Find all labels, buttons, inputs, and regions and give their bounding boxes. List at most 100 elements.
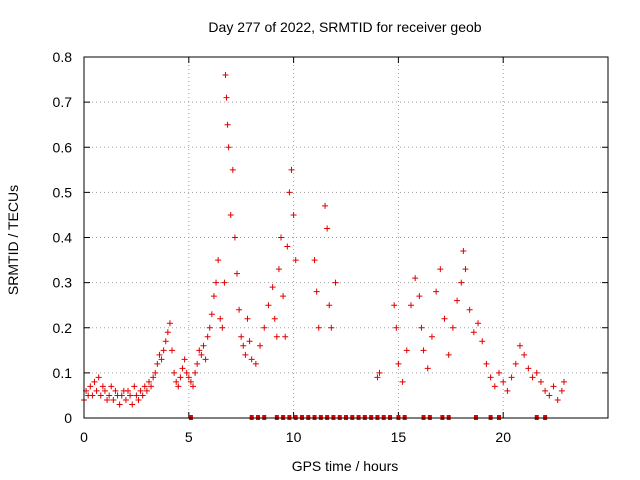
data-point bbox=[395, 360, 402, 367]
data-point bbox=[391, 302, 398, 309]
data-point bbox=[257, 342, 264, 349]
data-point bbox=[122, 396, 129, 403]
data-point bbox=[269, 284, 276, 291]
data-point bbox=[171, 369, 178, 376]
x-tick-label: 20 bbox=[495, 429, 511, 445]
data-point bbox=[265, 302, 272, 309]
data-point bbox=[116, 401, 123, 408]
data-point bbox=[441, 315, 448, 322]
data-point bbox=[99, 383, 106, 390]
x-axis-label: GPS time / hours bbox=[292, 458, 399, 474]
data-point bbox=[198, 351, 205, 358]
data-point bbox=[282, 333, 289, 340]
data-point bbox=[407, 302, 414, 309]
data-point bbox=[187, 378, 194, 385]
data-point bbox=[129, 401, 136, 408]
data-point bbox=[284, 243, 291, 250]
data-point bbox=[326, 302, 333, 309]
data-point bbox=[192, 369, 199, 376]
data-point bbox=[106, 392, 113, 399]
data-point bbox=[558, 387, 565, 394]
data-point bbox=[550, 383, 557, 390]
data-point bbox=[416, 293, 423, 300]
data-point bbox=[158, 356, 165, 363]
data-point bbox=[433, 288, 440, 295]
data-point bbox=[525, 365, 532, 372]
data-point bbox=[210, 293, 217, 300]
data-point bbox=[143, 387, 150, 394]
data-point bbox=[288, 166, 295, 173]
data-point bbox=[200, 342, 207, 349]
data-point bbox=[227, 211, 234, 218]
data-point bbox=[238, 333, 245, 340]
y-tick-label: 0.7 bbox=[53, 94, 73, 110]
data-point bbox=[324, 225, 331, 232]
data-point bbox=[428, 333, 435, 340]
data-point bbox=[252, 360, 259, 367]
y-tick-label: 0.6 bbox=[53, 139, 73, 155]
data-point bbox=[236, 306, 243, 313]
data-point bbox=[104, 396, 111, 403]
data-point bbox=[223, 94, 230, 101]
y-tick-labels: 0 0.1 0.2 0.3 0.4 0.5 0.6 0.7 0.8 bbox=[53, 49, 73, 426]
data-point bbox=[542, 387, 549, 394]
data-point bbox=[280, 293, 287, 300]
data-point bbox=[240, 342, 247, 349]
data-point bbox=[491, 383, 498, 390]
data-point bbox=[196, 347, 203, 354]
data-point bbox=[225, 144, 232, 151]
data-point bbox=[162, 338, 169, 345]
data-point bbox=[449, 324, 456, 331]
x-tick-label: 15 bbox=[391, 429, 407, 445]
data-point bbox=[91, 378, 98, 385]
data-point bbox=[185, 374, 192, 381]
data-point bbox=[229, 166, 236, 173]
data-point bbox=[500, 378, 507, 385]
data-point bbox=[332, 279, 339, 286]
data-point bbox=[315, 324, 322, 331]
data-point bbox=[152, 369, 159, 376]
data-point bbox=[322, 202, 329, 209]
data-point bbox=[194, 360, 201, 367]
data-point bbox=[374, 374, 381, 381]
x-tick-label: 10 bbox=[286, 429, 302, 445]
data-point bbox=[137, 387, 144, 394]
data-point bbox=[173, 378, 180, 385]
data-point bbox=[470, 329, 477, 336]
data-point bbox=[466, 306, 473, 313]
data-point bbox=[108, 383, 115, 390]
data-point bbox=[516, 342, 523, 349]
data-point bbox=[248, 356, 255, 363]
data-point bbox=[487, 374, 494, 381]
data-point bbox=[437, 266, 444, 273]
data-point bbox=[169, 347, 176, 354]
data-point bbox=[376, 369, 383, 376]
data-point bbox=[204, 333, 211, 340]
data-point bbox=[508, 374, 515, 381]
axis-ticks bbox=[83, 56, 608, 419]
data-point bbox=[135, 396, 142, 403]
y-tick-label: 0.1 bbox=[53, 365, 73, 381]
data-point bbox=[412, 275, 419, 282]
data-point bbox=[141, 383, 148, 390]
data-point bbox=[399, 378, 406, 385]
data-point bbox=[393, 324, 400, 331]
data-point bbox=[521, 351, 528, 358]
data-point bbox=[183, 369, 190, 376]
data-point bbox=[537, 378, 544, 385]
grid bbox=[84, 57, 608, 418]
data-point bbox=[244, 315, 251, 322]
data-point bbox=[286, 189, 293, 196]
data-point bbox=[148, 383, 155, 390]
data-point bbox=[118, 392, 125, 399]
data-point bbox=[512, 360, 519, 367]
data-point bbox=[483, 360, 490, 367]
data-point bbox=[261, 324, 268, 331]
y-tick-label: 0 bbox=[64, 410, 72, 426]
data-point bbox=[242, 351, 249, 358]
data-point bbox=[275, 266, 282, 273]
data-points bbox=[81, 72, 567, 408]
data-point bbox=[217, 315, 224, 322]
data-point bbox=[127, 392, 134, 399]
